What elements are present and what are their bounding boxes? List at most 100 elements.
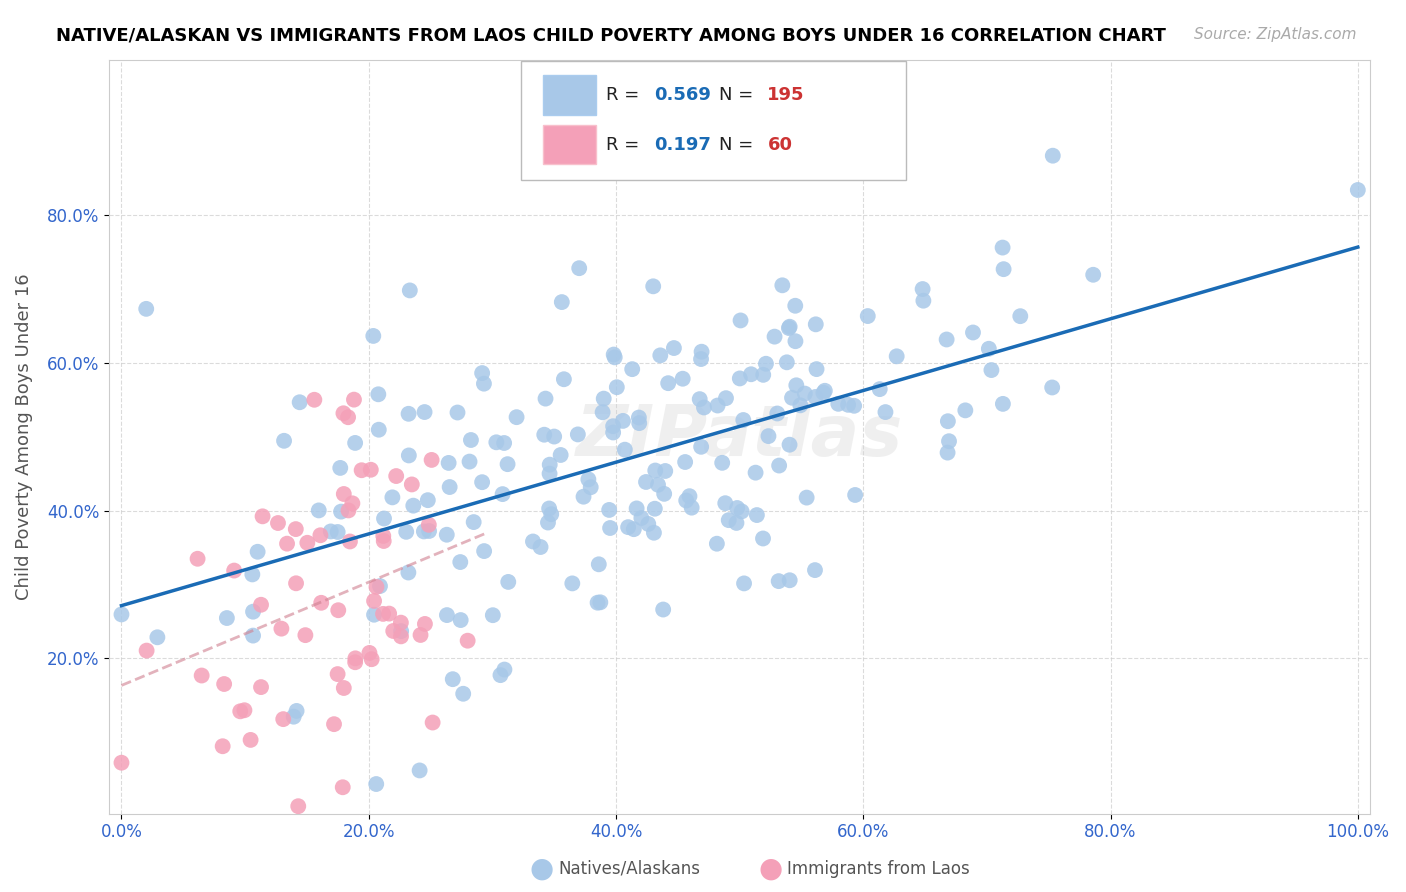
Point (287, 799, 309, 814)
Bar (543, 76, 596, 115)
Point (662, 341, 685, 355)
Point (592, 392, 614, 406)
Point (779, 574, 801, 588)
Point (657, 376, 679, 391)
Point (714, 391, 737, 405)
Point (326, 524, 349, 539)
Point (368, 579, 391, 593)
Point (284, 522, 307, 536)
Point (706, 399, 728, 413)
Point (522, 534, 544, 549)
Point (396, 566, 419, 580)
Point (309, 528, 332, 542)
Point (229, 704, 252, 718)
Point (711, 456, 734, 470)
Point (110, 756, 132, 770)
Point (439, 480, 461, 494)
Point (912, 293, 935, 308)
Point (402, 499, 425, 513)
Point (550, 448, 572, 462)
Point (690, 344, 713, 359)
Point (637, 516, 659, 531)
Point (856, 309, 879, 323)
Point (294, 628, 316, 642)
Point (572, 490, 595, 504)
Point (496, 457, 519, 471)
Point (745, 508, 768, 522)
Point (339, 534, 361, 549)
Point (627, 410, 650, 425)
Point (389, 615, 412, 630)
Point (630, 511, 652, 525)
Point (796, 491, 818, 505)
Text: ●: ● (529, 855, 554, 883)
Point (804, 318, 827, 332)
Point (778, 321, 800, 335)
Point (437, 456, 460, 470)
Point (285, 704, 308, 718)
Point (344, 436, 367, 450)
Point (416, 493, 439, 508)
Point (450, 613, 472, 627)
Point (650, 348, 672, 362)
Point (363, 594, 385, 608)
Point (323, 717, 346, 731)
Point (367, 423, 389, 437)
Point (463, 515, 485, 529)
Text: ZIPatlas: ZIPatlas (576, 402, 903, 471)
Text: R =: R = (606, 86, 645, 104)
Point (273, 434, 295, 448)
Text: 60: 60 (768, 136, 793, 153)
Text: Immigrants from Laos: Immigrants from Laos (787, 860, 970, 878)
Point (842, 399, 865, 413)
Point (382, 624, 405, 638)
Point (373, 534, 395, 549)
Point (146, 630, 169, 644)
Point (602, 347, 624, 361)
Point (804, 390, 827, 404)
Point (359, 646, 381, 660)
Point (935, 333, 957, 347)
Point (993, 262, 1015, 277)
Text: Natives/Alaskans: Natives/Alaskans (558, 860, 700, 878)
Point (728, 371, 751, 385)
Point (804, 563, 827, 577)
Point (730, 504, 752, 518)
Point (689, 392, 711, 406)
Point (436, 608, 458, 623)
Point (276, 536, 298, 550)
Point (367, 387, 389, 401)
Point (285, 576, 308, 591)
Point (420, 453, 443, 467)
Point (371, 607, 394, 621)
Point (652, 487, 675, 501)
Point (482, 608, 505, 623)
Point (110, 607, 132, 622)
Point (350, 463, 373, 477)
Point (489, 668, 512, 682)
Point (212, 677, 235, 691)
Text: 195: 195 (768, 86, 804, 104)
Point (991, 397, 1014, 411)
Point (378, 607, 401, 621)
Point (540, 507, 562, 521)
Point (326, 667, 349, 681)
Point (714, 496, 737, 510)
Point (644, 501, 666, 516)
Point (529, 540, 551, 554)
Point (551, 295, 574, 310)
Point (690, 352, 713, 367)
Point (643, 279, 665, 293)
Point (363, 607, 385, 622)
Point (344, 655, 367, 669)
Point (579, 480, 602, 494)
Point (768, 458, 790, 473)
Point (602, 425, 624, 440)
Point (962, 326, 984, 340)
Point (309, 596, 332, 610)
Point (779, 319, 801, 334)
Point (288, 395, 311, 409)
Point (534, 392, 557, 406)
Point (623, 522, 645, 536)
Point (413, 405, 436, 419)
